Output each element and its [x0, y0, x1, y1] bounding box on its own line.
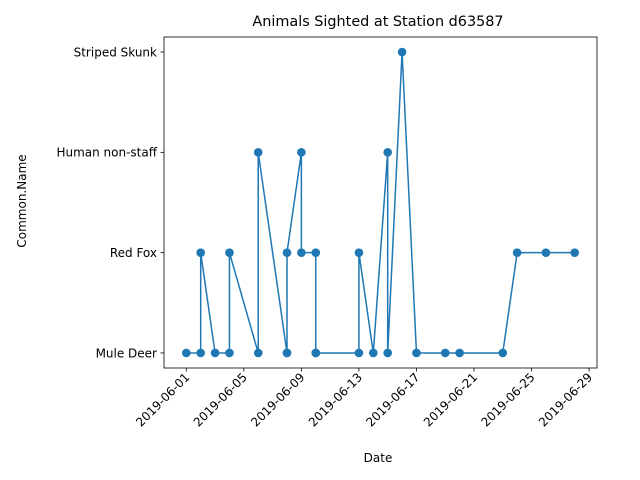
data-point [282, 348, 292, 358]
data-point [354, 248, 364, 257]
data-point [570, 248, 579, 257]
data-point [440, 348, 450, 358]
axes-frame [163, 36, 598, 369]
data-point [541, 248, 551, 257]
y-tick-label: Striped Skunk [74, 45, 157, 59]
y-tick-label: Human non-staff [56, 146, 157, 160]
data-point [225, 248, 234, 257]
data-point [253, 348, 263, 358]
data-point [512, 248, 522, 257]
chart-title: Animals Sighted at Station d63587 [252, 14, 503, 30]
data-point [210, 348, 220, 358]
data-point [253, 148, 263, 157]
data-point [196, 348, 205, 358]
data-point [369, 348, 378, 358]
data-point [455, 348, 464, 358]
data-point [383, 148, 392, 157]
x-axis-label: Date [364, 451, 393, 465]
data-point [397, 47, 407, 57]
data-point [354, 348, 364, 358]
data-point [412, 348, 421, 358]
y-tick-label: Red Fox [110, 246, 157, 260]
data-point [282, 248, 292, 257]
data-point [225, 348, 234, 358]
data-point [311, 348, 321, 358]
data-point [498, 348, 508, 358]
data-point [383, 348, 392, 358]
data-point [182, 348, 191, 358]
data-point [297, 148, 306, 157]
y-axis-label: Common.Name [15, 154, 29, 247]
plot-area [182, 47, 579, 358]
y-tick-label: Mule Deer [96, 346, 157, 360]
data-point [196, 248, 205, 257]
data-point [311, 248, 321, 257]
data-point [297, 248, 306, 257]
